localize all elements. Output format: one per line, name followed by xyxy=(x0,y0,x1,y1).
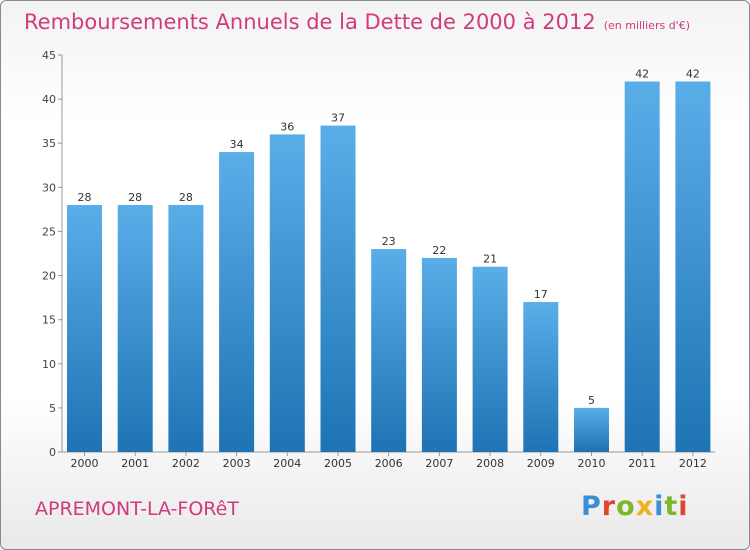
bar xyxy=(320,125,356,453)
bar xyxy=(574,407,609,452)
x-tick-label: 2000 xyxy=(71,457,99,470)
y-tick-label: 5 xyxy=(49,402,56,415)
x-tick-label: 2008 xyxy=(476,457,504,470)
bar xyxy=(117,204,153,452)
chart-title: Remboursements Annuels de la Dette de 20… xyxy=(24,10,690,34)
bar xyxy=(421,257,457,452)
y-tick-label: 20 xyxy=(42,270,56,283)
value-label: 5 xyxy=(588,394,595,407)
x-tick-label: 2002 xyxy=(172,457,200,470)
value-label: 36 xyxy=(280,120,294,133)
y-tick-label: 30 xyxy=(42,181,56,194)
y-tick-label: 25 xyxy=(42,225,56,238)
bar xyxy=(624,81,660,452)
x-tick-label: 2011 xyxy=(628,457,656,470)
logo-letter: x xyxy=(635,491,655,522)
x-tick-label: 2007 xyxy=(425,457,453,470)
x-tick-label: 2006 xyxy=(375,457,403,470)
logo-letter: r xyxy=(601,491,617,522)
bar xyxy=(523,302,559,452)
logo-letter: i xyxy=(654,491,665,522)
commune-name: APREMONT-LA-FORêT xyxy=(35,498,239,520)
bar xyxy=(472,266,508,452)
bar xyxy=(675,81,711,452)
chart-title-text: Remboursements Annuels de la Dette de 20… xyxy=(24,10,596,34)
logo-letter: o xyxy=(616,491,636,522)
logo-letter: i xyxy=(678,491,689,522)
x-tick-label: 2001 xyxy=(121,457,149,470)
y-tick-label: 40 xyxy=(42,93,56,106)
y-tick-label: 15 xyxy=(42,314,56,327)
x-tick-label: 2012 xyxy=(679,457,707,470)
x-tick-label: 2004 xyxy=(273,457,301,470)
value-label: 17 xyxy=(534,288,548,301)
value-label: 28 xyxy=(128,191,142,204)
bar xyxy=(269,134,305,452)
value-label: 42 xyxy=(635,67,649,80)
value-label: 42 xyxy=(686,67,700,80)
x-tick-label: 2003 xyxy=(223,457,251,470)
bar xyxy=(371,249,407,452)
bar xyxy=(67,204,102,452)
bar xyxy=(168,204,204,452)
chart-subtitle: (en milliers d'€) xyxy=(603,19,690,32)
proxiti-logo: Proxiti xyxy=(581,491,689,522)
y-tick-label: 45 xyxy=(42,49,56,62)
value-label: 28 xyxy=(179,191,193,204)
x-tick-label: 2005 xyxy=(324,457,352,470)
value-label: 22 xyxy=(432,244,446,257)
value-label: 34 xyxy=(230,138,244,151)
logo-letter: P xyxy=(581,491,602,522)
x-tick-label: 2009 xyxy=(527,457,555,470)
y-tick-label: 0 xyxy=(49,446,56,459)
logo-letter: t xyxy=(664,491,679,522)
value-label: 21 xyxy=(483,253,497,266)
x-tick-label: 2010 xyxy=(578,457,606,470)
value-label: 28 xyxy=(78,191,92,204)
value-label: 23 xyxy=(382,235,396,248)
bar xyxy=(219,152,255,453)
value-label: 37 xyxy=(331,112,345,125)
y-tick-label: 35 xyxy=(42,137,56,150)
y-tick-label: 10 xyxy=(42,358,56,371)
